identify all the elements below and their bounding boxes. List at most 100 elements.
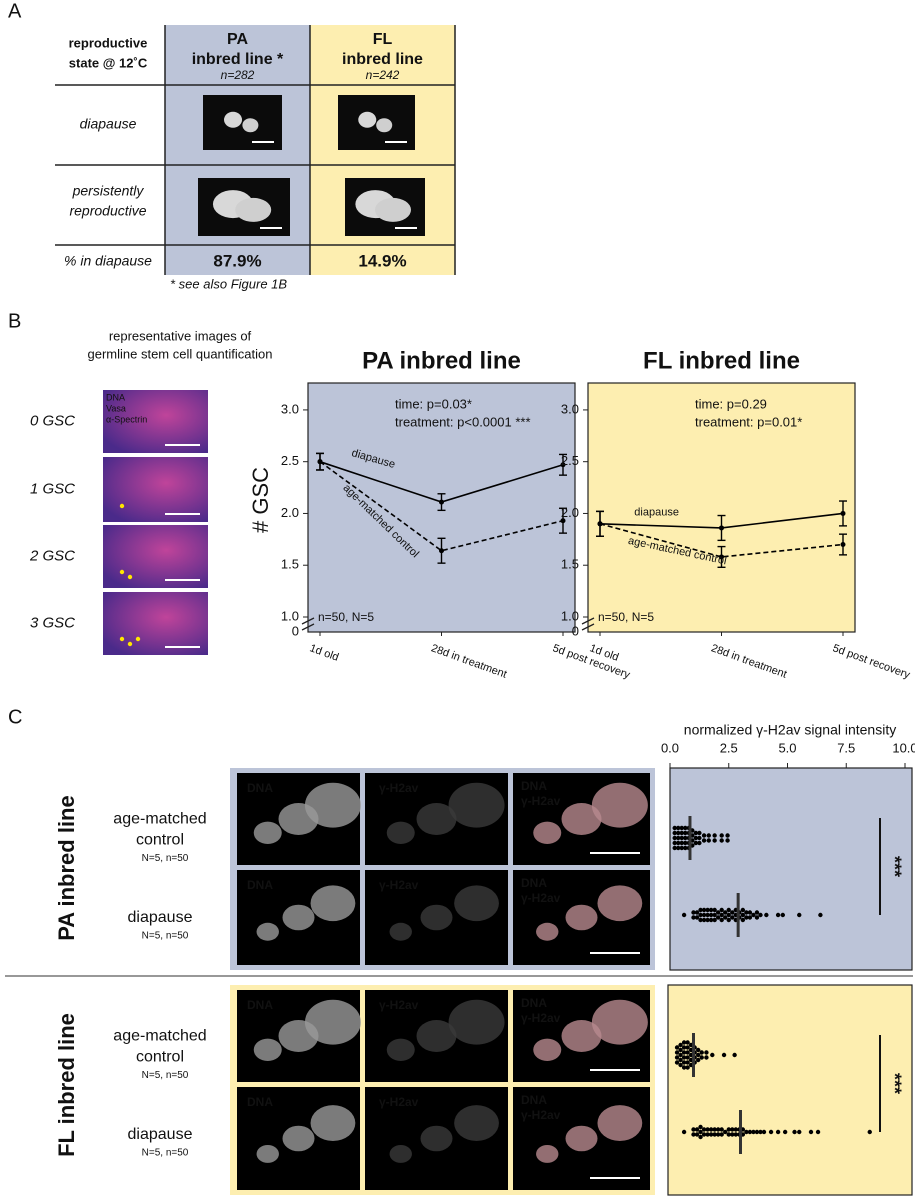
dot	[723, 910, 728, 915]
y-tick-label: 3.0	[561, 401, 579, 416]
egg-chamber	[597, 885, 643, 922]
x-tick-label: 5.0	[778, 740, 796, 755]
series-line	[319, 461, 564, 552]
dot	[780, 912, 785, 918]
dot	[683, 845, 688, 851]
dot	[681, 1050, 687, 1055]
dot	[815, 1129, 821, 1135]
plot-area	[587, 382, 856, 633]
dot	[818, 912, 823, 918]
egg-chamber	[253, 1038, 282, 1062]
row-label: control	[136, 832, 184, 849]
row-sample-size: N=5, n=50	[142, 1070, 189, 1081]
dot	[698, 1129, 703, 1135]
dot	[674, 1050, 680, 1055]
ovary	[242, 118, 259, 133]
dot	[681, 1055, 687, 1060]
dot	[754, 910, 760, 915]
column-header: FL	[373, 31, 393, 48]
ovary	[358, 111, 377, 128]
dot	[678, 1052, 683, 1058]
dot	[691, 915, 696, 920]
dot	[719, 907, 724, 913]
dot	[725, 833, 730, 838]
egg-chamber	[304, 782, 361, 828]
egg-chamber	[256, 1144, 279, 1163]
dot	[740, 917, 746, 923]
dot	[697, 835, 702, 841]
data-point	[560, 518, 566, 524]
egg-chamber	[591, 782, 648, 828]
dot	[775, 1129, 781, 1135]
dot	[698, 912, 703, 918]
egg-chamber	[389, 922, 412, 941]
gsc-row-label: 2 GSC	[29, 547, 75, 564]
egg-chamber	[533, 1038, 562, 1062]
dot	[701, 907, 707, 913]
ovary	[224, 111, 243, 128]
dot	[723, 1129, 728, 1135]
channel-label: γ-H2av	[379, 998, 419, 1012]
dot	[681, 912, 687, 918]
gsc-marker	[127, 641, 133, 647]
egg-chamber	[282, 1125, 315, 1152]
dot	[723, 915, 728, 920]
dot	[685, 1065, 690, 1070]
panel-label: B	[8, 310, 21, 332]
stain-label: Vasa	[106, 403, 126, 413]
egg-chamber	[304, 999, 361, 1045]
dot	[725, 838, 730, 843]
dot	[691, 1132, 696, 1137]
dot	[712, 917, 717, 923]
gsc-row-label: 3 GSC	[30, 614, 75, 631]
y-axis-label: # GSC	[248, 467, 273, 533]
row-sample-size: N=5, n=50	[142, 1148, 189, 1159]
dot	[681, 1040, 687, 1045]
dot	[681, 1045, 687, 1050]
dot	[694, 1127, 700, 1132]
dot	[699, 1055, 704, 1060]
stain-label: α-Spectrin	[106, 414, 147, 424]
egg-chamber	[420, 1125, 453, 1152]
stat-annotation: treatment: p=0.01*	[695, 414, 802, 429]
dot	[672, 835, 677, 841]
dot	[730, 1132, 735, 1137]
sample-size: n=282	[221, 68, 255, 82]
dot	[683, 840, 688, 846]
dot	[768, 1129, 774, 1135]
stain-label: DNA	[106, 392, 125, 402]
dot	[747, 1129, 753, 1135]
dot	[683, 825, 688, 831]
dot	[685, 1055, 690, 1060]
dot	[693, 835, 699, 841]
dot	[698, 1124, 703, 1130]
egg-chamber	[536, 1144, 559, 1163]
row-sample-size: N=5, n=50	[142, 853, 189, 864]
dot	[704, 1050, 709, 1055]
dot	[685, 1040, 690, 1045]
dot	[740, 912, 746, 918]
dot	[696, 1052, 701, 1058]
dot	[708, 1132, 714, 1137]
channel-label: DNA	[247, 878, 273, 892]
dot	[693, 840, 699, 846]
egg-chamber	[386, 821, 415, 844]
dot	[681, 1129, 687, 1135]
x-axis-label: normalized γ-H2av signal intensity	[684, 722, 896, 738]
gsc-row-label: 0 GSC	[30, 412, 75, 429]
dot	[732, 1052, 737, 1058]
egg-chamber	[448, 782, 505, 828]
y-tick-label: 1.0	[561, 608, 579, 623]
dot	[696, 1047, 701, 1053]
dot	[726, 1132, 731, 1137]
dot	[712, 912, 717, 918]
dot	[708, 917, 714, 923]
dot	[678, 1057, 683, 1063]
x-tick-label: 0.0	[661, 740, 679, 755]
dot	[712, 1127, 717, 1132]
ovary	[235, 197, 272, 222]
dot	[676, 840, 681, 846]
dot	[712, 833, 717, 838]
row-label: control	[136, 1049, 184, 1066]
dot	[676, 825, 681, 831]
